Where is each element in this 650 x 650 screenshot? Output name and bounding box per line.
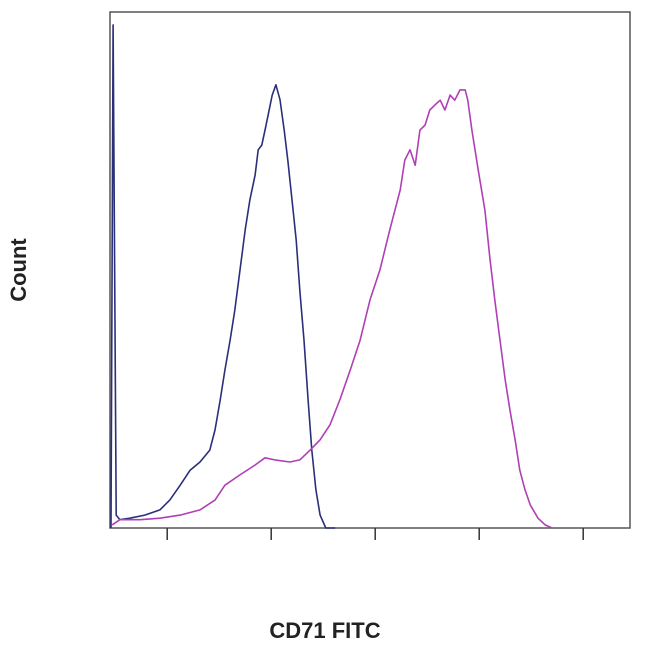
x-axis-label: CD71 FITC [269,618,380,643]
y-axis-label: Count [6,238,31,302]
plot-frame [109,11,631,529]
histogram-line [111,89,553,529]
histogram-line [110,24,336,529]
